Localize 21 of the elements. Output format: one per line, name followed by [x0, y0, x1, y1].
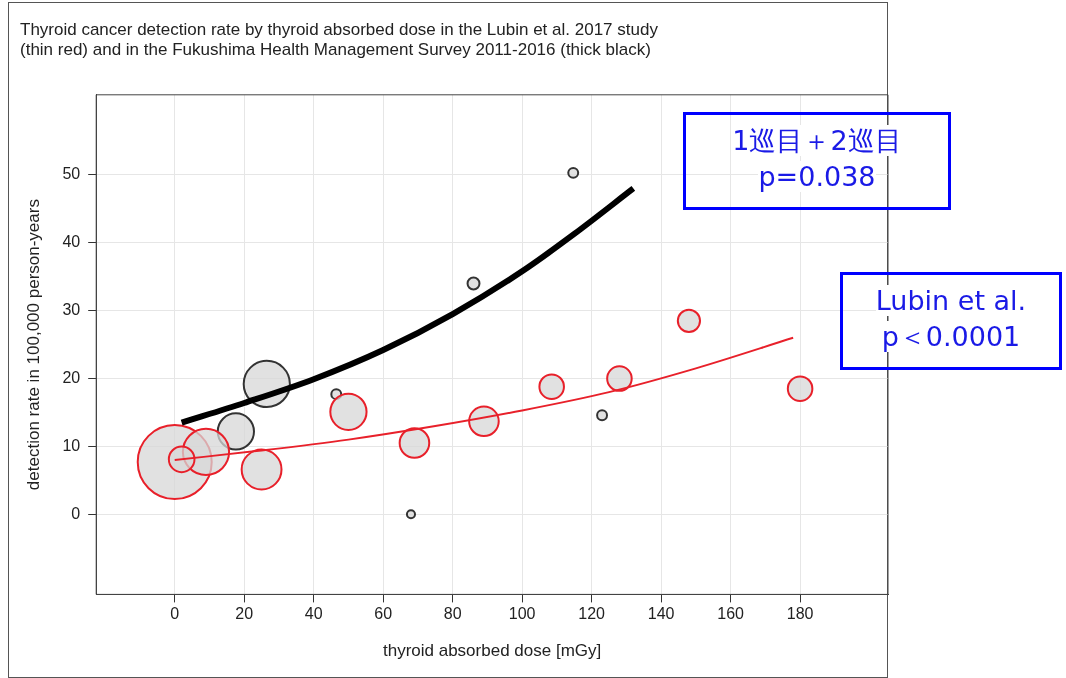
- y-tick-label: 0: [71, 504, 81, 522]
- x-tick-label: 40: [304, 605, 323, 623]
- x-tick-label: 100: [508, 605, 536, 623]
- y-tick-label: 10: [62, 436, 81, 454]
- x-tick-label: 20: [235, 605, 254, 623]
- x-tick-label: 180: [786, 605, 814, 623]
- y-tick-label: 20: [62, 368, 81, 386]
- x-tick-label: 120: [578, 605, 606, 623]
- x-tick-label: 0: [170, 605, 180, 623]
- y-tick-label: 30: [62, 301, 81, 319]
- x-tick-label: 60: [374, 605, 393, 623]
- annotation: 1巡目＋2巡目 p=0.038: [732, 125, 902, 192]
- x-axis-title: thyroid absorbed dose [mGy]: [382, 641, 602, 661]
- y-axis-title: detection rate in 100,000 person-years: [23, 199, 43, 491]
- x-tick-label: 160: [717, 605, 745, 623]
- annotation: Lubin et al. p＜0.0001: [875, 285, 1027, 352]
- chart-title: Thyroid cancer detection rate by thyroid absorbed dose in the Lubin et al. 2017 study (thin red) and in the Fukushima Health Management Survey 2011-2016 (thick black): [20, 19, 659, 60]
- y-tick-label: 40: [62, 233, 81, 251]
- x-tick-label: 80: [443, 605, 462, 623]
- x-tick-label: 140: [647, 605, 675, 623]
- y-tick-label: 50: [62, 165, 81, 183]
